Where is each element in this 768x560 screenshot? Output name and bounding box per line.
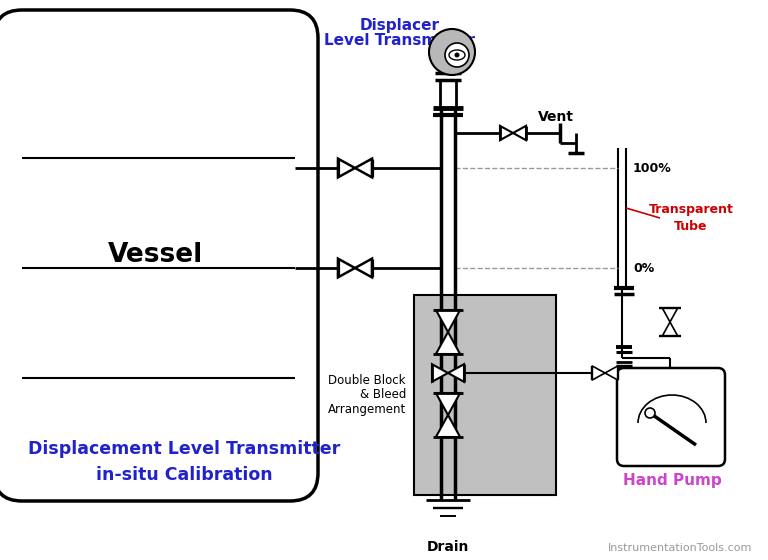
Polygon shape bbox=[436, 332, 460, 354]
Polygon shape bbox=[436, 393, 460, 415]
Text: 100%: 100% bbox=[633, 161, 672, 175]
Polygon shape bbox=[605, 366, 618, 380]
Text: Drain: Drain bbox=[427, 540, 469, 554]
Text: Hand Pump: Hand Pump bbox=[623, 473, 721, 488]
Polygon shape bbox=[662, 308, 677, 322]
Polygon shape bbox=[436, 310, 460, 332]
Text: Displacer: Displacer bbox=[360, 18, 440, 33]
Text: 0%: 0% bbox=[633, 262, 654, 274]
Text: Vent: Vent bbox=[538, 110, 574, 124]
Polygon shape bbox=[432, 364, 448, 382]
Polygon shape bbox=[338, 158, 355, 178]
Text: Level Transmitter: Level Transmitter bbox=[325, 33, 475, 48]
Text: Transparent: Transparent bbox=[648, 203, 733, 217]
Text: Vessel: Vessel bbox=[108, 242, 204, 268]
Polygon shape bbox=[355, 158, 372, 178]
Text: InstrumentationTools.com: InstrumentationTools.com bbox=[607, 543, 752, 553]
FancyBboxPatch shape bbox=[414, 295, 556, 495]
FancyBboxPatch shape bbox=[617, 368, 725, 466]
Text: Tube: Tube bbox=[674, 220, 708, 232]
Circle shape bbox=[455, 53, 459, 58]
Circle shape bbox=[445, 43, 469, 67]
Polygon shape bbox=[500, 126, 513, 140]
FancyBboxPatch shape bbox=[0, 10, 318, 501]
Text: Displacement Level Transmitter
in-situ Calibration: Displacement Level Transmitter in-situ C… bbox=[28, 440, 340, 484]
Polygon shape bbox=[448, 364, 464, 382]
Polygon shape bbox=[513, 126, 526, 140]
Polygon shape bbox=[338, 259, 355, 277]
Text: Double Block
& Bleed
Arrangement: Double Block & Bleed Arrangement bbox=[328, 374, 406, 417]
Polygon shape bbox=[436, 415, 460, 437]
Circle shape bbox=[645, 408, 655, 418]
Circle shape bbox=[429, 29, 475, 75]
Polygon shape bbox=[592, 366, 605, 380]
Polygon shape bbox=[355, 259, 372, 277]
Polygon shape bbox=[662, 322, 677, 336]
